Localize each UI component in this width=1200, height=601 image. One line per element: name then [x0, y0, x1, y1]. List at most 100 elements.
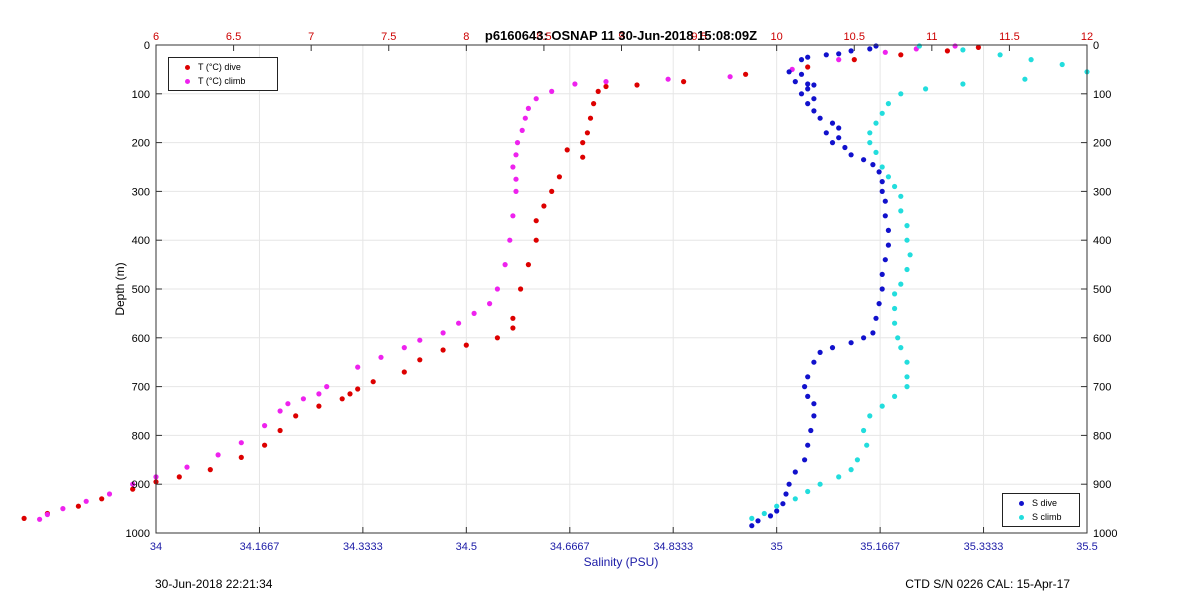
legend-entry: S dive: [1009, 496, 1073, 510]
data-point: [802, 384, 808, 390]
data-point: [513, 152, 519, 158]
data-point: [549, 88, 555, 94]
data-point: [904, 237, 910, 243]
data-point: [792, 79, 798, 85]
data-point: [829, 120, 836, 126]
data-point: [401, 345, 407, 351]
y-tick-label: 200: [132, 138, 150, 150]
legend-entry: T (°C) climb: [175, 74, 271, 88]
data-point: [518, 286, 524, 292]
legend-marker: [185, 64, 190, 70]
x-tick-label-temperature: 9: [618, 31, 624, 43]
data-point: [533, 218, 539, 224]
legend-entry: T (°C) dive: [175, 60, 271, 74]
data-point: [184, 464, 190, 470]
data-point: [262, 423, 268, 429]
data-point: [892, 393, 898, 399]
data-point: [805, 374, 811, 380]
legend-salinity: S dive S climb: [1002, 493, 1080, 527]
data-point: [1028, 57, 1034, 63]
data-point: [176, 474, 182, 480]
y-tick-label: 0: [144, 40, 150, 52]
data-point: [780, 501, 786, 507]
data-point: [997, 52, 1003, 58]
data-point: [836, 474, 842, 480]
data-point: [355, 386, 361, 392]
data-point: [879, 188, 885, 194]
data-point: [417, 357, 423, 363]
data-point: [817, 481, 823, 487]
y-tick-label-right: 600: [1093, 333, 1111, 345]
data-point: [727, 74, 733, 80]
x-tick-label-salinity: 34.3333: [343, 541, 383, 553]
data-point: [882, 49, 888, 55]
data-point: [848, 467, 854, 473]
grid-lines: [155, 44, 1088, 534]
x-tick-label-temperature: 6.5: [226, 31, 241, 43]
data-point: [892, 305, 898, 312]
legend-label: S climb: [1032, 512, 1062, 522]
data-point: [867, 140, 873, 146]
data-point: [75, 503, 81, 509]
data-point: [892, 183, 898, 190]
y-tick-label: 700: [132, 382, 150, 394]
x-tick-label-temperature: 8: [463, 31, 469, 43]
y-tick-label: 400: [132, 235, 150, 247]
data-point: [848, 152, 854, 158]
x-tick-label-temperature: 10.5: [844, 31, 865, 43]
data-point: [300, 396, 306, 402]
data-point: [440, 347, 446, 353]
data-point: [514, 140, 521, 146]
y-tick-label: 300: [132, 186, 150, 198]
data-point: [510, 315, 516, 321]
data-point: [898, 193, 904, 199]
data-point: [975, 44, 982, 51]
data-point: [817, 115, 823, 121]
data-point: [513, 176, 519, 182]
data-point: [665, 76, 671, 82]
data-point: [805, 393, 811, 399]
data-point: [904, 384, 910, 390]
data-point: [907, 252, 913, 258]
data-point: [802, 457, 808, 463]
data-point: [1059, 61, 1065, 68]
data-point: [580, 154, 586, 160]
y-tick-label: 500: [132, 284, 150, 296]
data-point: [502, 262, 508, 268]
data-point: [99, 496, 105, 502]
data-point: [792, 469, 798, 475]
data-point: [811, 108, 817, 114]
data-point: [898, 52, 904, 58]
data-point: [324, 384, 330, 390]
data-point: [836, 135, 842, 141]
data-point: [885, 174, 892, 180]
legend-marker: [1019, 514, 1024, 520]
data-point: [882, 213, 888, 219]
data-point: [836, 57, 842, 63]
x-tick-label-temperature: 10: [771, 31, 783, 43]
data-point: [895, 335, 901, 341]
data-point: [823, 52, 829, 58]
x-tick-label-salinity: 35.5: [1076, 541, 1097, 553]
x-tick-label-temperature: 9.5: [691, 31, 706, 43]
x-tick-label-salinity: 34: [150, 541, 162, 553]
y-tick-label-right: 500: [1093, 284, 1111, 296]
data-point: [21, 515, 27, 522]
data-point: [783, 491, 789, 497]
y-tick-label-right: 400: [1093, 235, 1111, 247]
data-point: [556, 174, 563, 180]
data-point: [595, 88, 601, 94]
data-point: [805, 101, 811, 107]
data-point: [525, 262, 532, 268]
y-tick-label-right: 0: [1093, 40, 1099, 52]
data-point: [786, 481, 792, 487]
data-point: [130, 481, 136, 487]
data-point: [882, 257, 888, 263]
data-point: [440, 330, 446, 336]
data-point: [829, 140, 836, 146]
data-point: [904, 374, 910, 380]
data-point: [572, 81, 578, 87]
data-point: [898, 91, 904, 97]
data-point: [767, 513, 774, 519]
data-point: [285, 401, 291, 407]
